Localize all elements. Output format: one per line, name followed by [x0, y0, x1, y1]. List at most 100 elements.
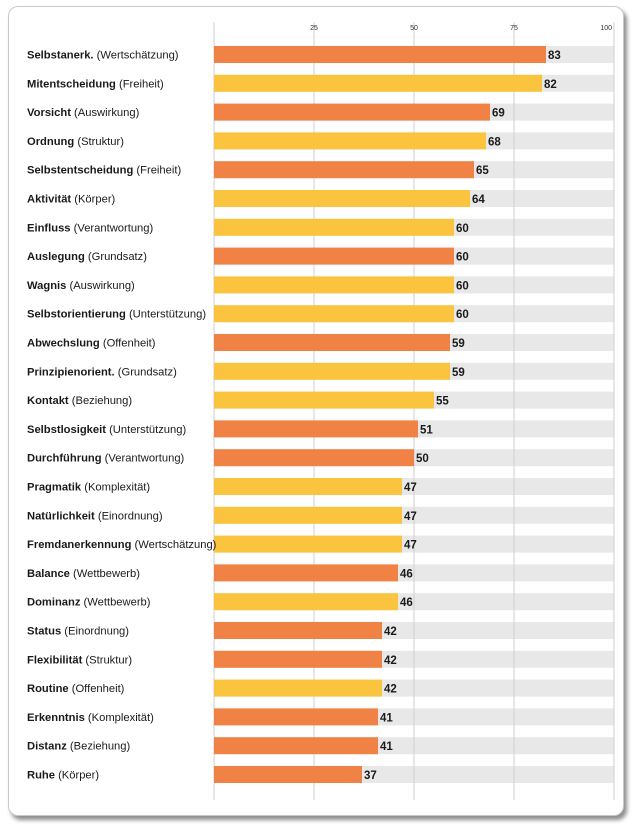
category-label-main: Selbstentscheidung — [27, 165, 133, 177]
bar — [214, 708, 378, 726]
value-label: 55 — [436, 396, 449, 408]
category-label: Wagnis (Auswirkung) — [27, 280, 135, 292]
value-label: 65 — [476, 165, 489, 177]
category-label-main: Routine — [27, 683, 69, 695]
category-label: Distanz (Beziehung) — [27, 741, 131, 753]
bar — [214, 391, 434, 409]
category-label-group: (Einordnung) — [95, 510, 163, 522]
value-label: 59 — [452, 367, 465, 379]
bar — [214, 564, 398, 582]
category-label-main: Selbstlosigkeit — [27, 424, 106, 436]
category-label-group: (Körper) — [55, 770, 99, 782]
category-label-main: Mitentscheidung — [27, 78, 116, 90]
value-label: 47 — [404, 511, 417, 523]
category-label-main: Wagnis — [27, 280, 66, 292]
value-label: 60 — [456, 280, 469, 292]
category-label-group: (Verantwortung) — [71, 222, 154, 234]
category-label-group: (Wettbewerb) — [70, 568, 140, 580]
bar — [214, 276, 454, 294]
category-label: Kontakt (Beziehung) — [27, 395, 132, 407]
category-label: Dominanz (Wettbewerb) — [27, 597, 151, 609]
value-label: 59 — [452, 338, 465, 350]
value-label: 41 — [380, 712, 393, 724]
category-label-group: (Wettbewerb) — [80, 597, 150, 609]
category-label-group: (Beziehung) — [69, 395, 133, 407]
category-label: Routine (Offenheit) — [27, 683, 125, 695]
value-labels: 83 82 69 68 65 64 60 60 60 60 59 59 55 51 50 47 47 47 46 46… — [364, 50, 561, 782]
value-label: 42 — [384, 684, 397, 696]
category-label-group: (Offenheit) — [100, 338, 156, 350]
category-label-group: (Körper) — [71, 194, 115, 206]
bar — [214, 679, 382, 697]
bar — [214, 74, 542, 92]
category-label-group: (Grundsatz) — [85, 251, 147, 263]
bar — [214, 622, 382, 639]
category-label-group: (Beziehung) — [67, 741, 131, 753]
category-label: Selbstlosigkeit (Unterstützung) — [27, 424, 186, 436]
bar — [214, 218, 454, 236]
category-label-group: (Wertschätzung) — [131, 539, 216, 551]
bar — [214, 362, 450, 380]
category-label-main: Durchführung — [27, 453, 102, 465]
value-label: 51 — [420, 424, 433, 436]
value-label: 64 — [472, 194, 485, 206]
category-label-group: (Auswirkung) — [71, 107, 140, 119]
value-label: 46 — [400, 597, 413, 609]
category-label: Vorsicht (Auswirkung) — [27, 107, 140, 119]
category-label-main: Aktivität — [27, 194, 71, 206]
value-label: 50 — [416, 453, 429, 465]
category-label-group: (Verantwortung) — [102, 453, 185, 465]
category-label-main: Vorsicht — [27, 107, 71, 119]
bar — [214, 305, 454, 323]
category-label-main: Erkenntnis — [27, 712, 85, 724]
value-label: 37 — [364, 770, 377, 782]
value-label: 47 — [404, 540, 417, 552]
category-label-group: (Komplexität) — [85, 712, 154, 724]
bar — [214, 535, 402, 553]
category-label: Mitentscheidung (Freiheit) — [27, 78, 164, 90]
category-label-main: Balance — [27, 568, 70, 580]
bar — [214, 766, 362, 783]
category-label-group: (Freiheit) — [116, 78, 164, 90]
category-label-main: Prinzipienorient. — [27, 366, 115, 378]
category-label-group: (Struktur) — [82, 654, 132, 666]
category-label: Abwechslung (Offenheit) — [27, 338, 156, 350]
category-label-main: Dominanz — [27, 597, 81, 609]
category-label-group: (Einordnung) — [61, 626, 129, 638]
value-label: 41 — [380, 741, 393, 753]
value-label: 83 — [548, 50, 561, 62]
bar — [214, 506, 402, 524]
category-label-group: (Unterstützung) — [106, 424, 186, 436]
bar — [214, 247, 454, 265]
category-label-main: Selbstanerk. — [27, 50, 94, 62]
value-label: 42 — [384, 655, 397, 667]
category-label-main: Distanz — [27, 741, 67, 753]
category-label: Durchführung (Verantwortung) — [27, 453, 185, 465]
bar — [214, 650, 382, 668]
category-label-main: Abwechslung — [27, 338, 100, 350]
category-label: Balance (Wettbewerb) — [27, 568, 140, 580]
x-tick-label: 75 — [510, 25, 518, 32]
category-label-main: Natürlichkeit — [27, 510, 95, 522]
category-label: Fremdanerkennung (Wertschätzung) — [27, 539, 217, 551]
bar — [214, 420, 418, 438]
category-label-group: (Freiheit) — [133, 165, 181, 177]
category-label-main: Kontakt — [27, 395, 69, 407]
category-label: Selbstorientierung (Unterstützung) — [27, 309, 206, 321]
category-label-main: Ordnung — [27, 136, 74, 148]
category-label-main: Status — [27, 626, 61, 638]
category-label-main: Einfluss — [27, 222, 71, 234]
value-label: 60 — [456, 252, 469, 264]
category-label: Status (Einordnung) — [27, 626, 129, 638]
bar — [214, 103, 490, 121]
x-tick-label: 25 — [310, 25, 318, 32]
category-label-main: Ruhe — [27, 770, 55, 782]
category-label: Auslegung (Grundsatz) — [27, 251, 147, 263]
category-label: Einfluss (Verantwortung) — [27, 222, 153, 234]
category-label: Aktivität (Körper) — [27, 194, 116, 206]
category-label-main: Fremdanerkennung — [27, 539, 132, 551]
bar — [214, 593, 398, 611]
x-tick-label: 50 — [410, 25, 418, 32]
category-label-group: (Auswirkung) — [66, 280, 135, 292]
bar — [214, 478, 402, 495]
